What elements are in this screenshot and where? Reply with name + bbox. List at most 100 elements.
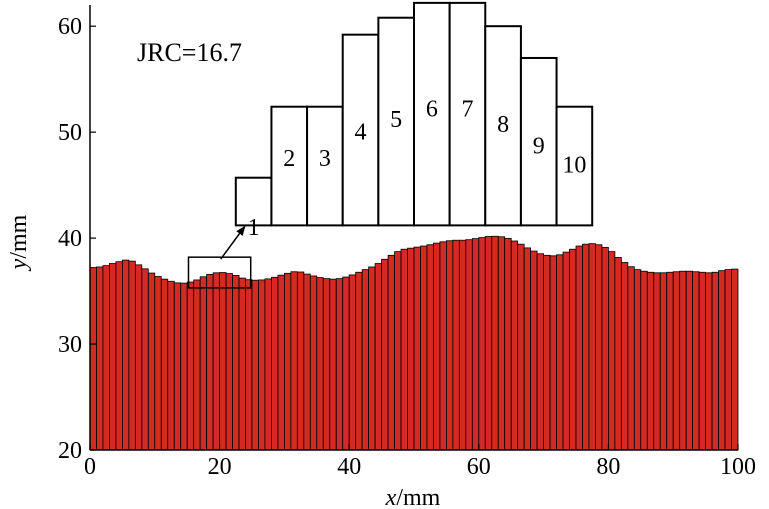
profile-bar — [653, 272, 661, 451]
profile-bar — [219, 272, 227, 451]
profile-bar — [206, 273, 214, 451]
y-tick-label: 40 — [58, 226, 82, 252]
profile-bar — [523, 247, 532, 451]
profile-bar — [355, 271, 363, 451]
profile-bar — [588, 243, 596, 451]
y-tick-label: 20 — [58, 438, 82, 464]
profile-bar — [238, 277, 246, 451]
profile-bar — [335, 278, 344, 451]
profile-bar — [309, 275, 318, 451]
profile-bar — [731, 268, 739, 451]
y-tick-label: 60 — [58, 14, 82, 40]
x-tick-label: 40 — [337, 454, 361, 480]
profile-bar — [96, 266, 104, 451]
inset-bar-9 — [519, 56, 558, 227]
profile-bar — [89, 267, 97, 451]
profile-bar — [620, 262, 629, 451]
y-axis-label-var: y — [6, 258, 32, 271]
profile-bar — [478, 237, 486, 451]
profile-bar — [646, 271, 655, 451]
profile-bar — [426, 244, 434, 451]
inset-zone — [187, 225, 252, 289]
profile-bar — [134, 264, 143, 451]
profile-bar — [595, 244, 603, 451]
x-tick-label: 80 — [596, 454, 620, 480]
profile-bar — [212, 272, 220, 451]
profile-bar — [452, 239, 460, 451]
profile-bar — [277, 274, 285, 451]
profile-bar — [251, 279, 259, 451]
profile-bar — [510, 240, 519, 451]
profile-bar — [180, 282, 188, 451]
profile-bar — [322, 278, 331, 451]
profile-bar — [160, 278, 169, 451]
profile-bar — [102, 265, 110, 451]
profile-bar — [368, 266, 376, 451]
profile-bar — [458, 239, 467, 451]
profile-bar — [666, 271, 674, 451]
x-tick-label: 100 — [720, 454, 756, 480]
inset-bar-3 — [306, 105, 344, 227]
profile-bar — [491, 235, 499, 451]
x-axis-label-unit: /mm — [396, 485, 440, 509]
profile-bar — [536, 253, 544, 451]
inset-bar-label: 5 — [390, 107, 402, 133]
profile-bar — [348, 274, 357, 451]
inset-bar-7 — [448, 1, 487, 227]
profile-bar — [283, 272, 292, 451]
x-axis-label: x/mm — [385, 485, 441, 509]
profile-bar — [342, 276, 350, 451]
profile-bar — [640, 270, 648, 451]
inset-bar-8 — [484, 25, 522, 227]
profile-bar — [413, 246, 421, 451]
profile-bar — [186, 281, 195, 451]
profile-bar — [445, 240, 454, 451]
profile-bar — [147, 272, 156, 451]
y-tick-label: 50 — [58, 120, 82, 146]
inset-bar-label: 10 — [562, 152, 586, 178]
profile-bar — [439, 241, 447, 451]
inset-bar-label: 8 — [497, 112, 509, 138]
profile-bar — [582, 243, 590, 451]
profile-bar — [264, 278, 272, 451]
y-axis-label-unit: /mm — [6, 214, 32, 258]
profile-bar — [394, 251, 402, 451]
profile-bar — [556, 254, 564, 451]
inset-bar-label: 7 — [461, 96, 473, 122]
inset-bar-label: 9 — [533, 133, 545, 159]
x-tick-label: 20 — [208, 454, 232, 480]
profile-bar — [316, 277, 324, 451]
axes — [89, 5, 738, 451]
profile-bar — [672, 271, 681, 451]
y-axis-label: y/mm — [6, 214, 32, 271]
profile-bar — [167, 280, 175, 451]
profile-bar — [543, 254, 551, 451]
profile-bar — [109, 263, 117, 451]
profile-bar — [484, 236, 493, 451]
profile-bar — [692, 271, 700, 451]
profile-bar — [608, 251, 616, 451]
profile-bar — [296, 271, 305, 451]
profile-bar — [711, 271, 719, 451]
inset-bar-label: 4 — [355, 120, 367, 146]
profile-bar — [627, 266, 635, 451]
y-axis-ticks: 20 30 40 50 60 — [58, 14, 96, 464]
profile-bar — [387, 254, 395, 451]
profile-bar — [290, 271, 298, 451]
profile-bar — [232, 275, 240, 451]
profile-bar — [433, 242, 441, 451]
profile-bar — [225, 273, 233, 451]
profile-bar — [374, 263, 382, 451]
inset-bar-label: 3 — [319, 146, 331, 172]
zone-arrow — [220, 225, 246, 260]
profile-bar — [698, 271, 706, 451]
y-tick-label: 30 — [58, 332, 82, 358]
profile-bar — [173, 282, 182, 451]
profile-bar — [271, 276, 279, 451]
profile-bar — [141, 268, 149, 451]
profile-bar — [128, 260, 136, 451]
profile-bar — [400, 248, 408, 451]
profile-bar — [685, 270, 694, 451]
profile-bar — [530, 250, 538, 451]
inset-bar-10 — [555, 105, 594, 227]
